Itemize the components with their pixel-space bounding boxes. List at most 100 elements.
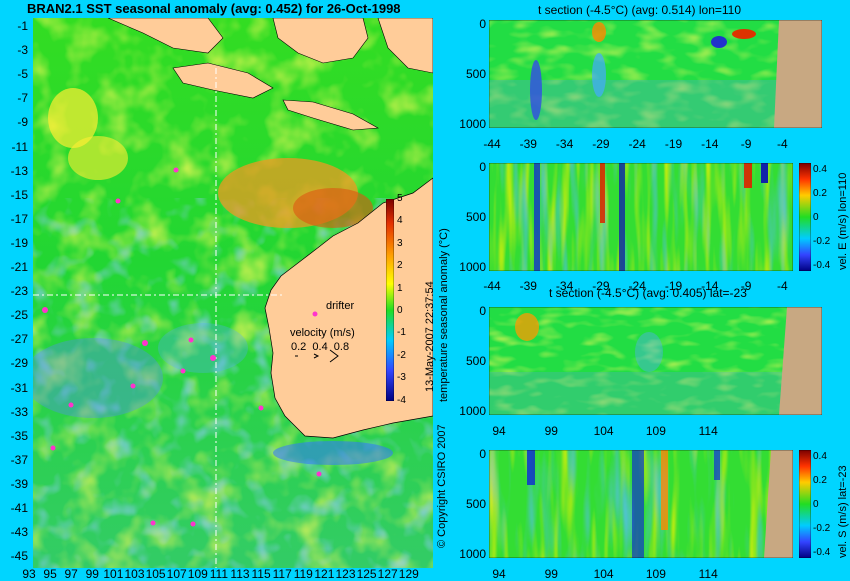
sst-anomaly-map[interactable] [33, 18, 433, 568]
lat-tick-label: -19 [664, 137, 683, 151]
drifter-marker[interactable] [316, 471, 322, 477]
drifter-marker[interactable] [142, 340, 148, 346]
drifter-marker[interactable] [180, 368, 186, 374]
depth-tick-label: 1000 [459, 117, 486, 131]
lat-tick-label: -9 [740, 137, 752, 151]
longitude-tick-label: 121 [314, 567, 335, 581]
panel2-velocity-east-section[interactable] [489, 163, 793, 271]
drifter-marker[interactable] [68, 402, 74, 408]
drifter-markers[interactable] [42, 167, 322, 527]
depth-tick-label: 500 [465, 67, 486, 81]
drifter-marker[interactable] [50, 445, 56, 451]
latitude-tick-label: -19 [10, 235, 28, 250]
sst-colorbar-tick: 3 [397, 237, 403, 249]
latitude-tick-label: -35 [10, 428, 28, 443]
panel2-colorbar-label: vel. E (m/s) lon=110 [837, 172, 849, 270]
latitude-tick-label: -13 [10, 163, 28, 178]
latitude-tick-label: -27 [10, 332, 28, 347]
timestamp-text: 13-May-2007 22:37:54 [424, 281, 436, 392]
latitude-tick-label: -41 [10, 501, 28, 515]
longitude-tick-label: 127 [377, 567, 398, 581]
panel1-temperature-section[interactable] [489, 20, 822, 128]
depth-tick-label: 0 [479, 447, 486, 461]
velocity-colorbar-tick: 0 [813, 499, 819, 510]
velocity-legend-values: 0.2 0.4 0.8 [291, 341, 350, 353]
velocity-colorbar-tick: -0.2 [813, 523, 831, 534]
lat-tick-label: -29 [592, 137, 610, 151]
drifter-legend-marker [312, 311, 318, 317]
drifter-marker[interactable] [173, 167, 179, 173]
drifter-marker[interactable] [210, 355, 216, 361]
latitude-tick-label: -21 [10, 260, 28, 274]
panel4-colorbar-label: vel. S (m/s) lat=-23 [837, 465, 849, 558]
sst-colorbar-tick: -1 [397, 327, 406, 339]
drifter-marker[interactable] [115, 198, 121, 204]
longitude-tick-label: 105 [145, 567, 166, 581]
lon-tick-label: 114 [698, 567, 718, 581]
depth-tick-label: 500 [465, 210, 486, 224]
depth-tick-label: 500 [465, 354, 486, 368]
lat-tick-label: -34 [555, 137, 574, 151]
longitude-tick-label: 119 [293, 567, 313, 581]
latitude-tick-label: -1 [17, 19, 28, 33]
lon-tick-label: 109 [645, 424, 666, 438]
latitude-tick-label: -3 [17, 43, 28, 58]
lat-tick-label: -39 [519, 137, 537, 151]
velocity-colorbar-tick: 0.4 [813, 451, 827, 462]
panel3-title: t section (-4.5°C) (avg: 0.405) lat=-23 [549, 286, 747, 300]
sst-colorbar-tick: -2 [397, 349, 406, 361]
lat-tick-label: -4 [777, 279, 788, 293]
latitude-tick-label: -17 [10, 211, 28, 226]
longitude-tick-label: 123 [335, 567, 356, 581]
drifter-marker[interactable] [130, 383, 136, 389]
depth-tick-label: 0 [479, 304, 486, 318]
velocity-legend-arrows [295, 349, 339, 363]
longitude-tick-label: 93 [22, 567, 36, 581]
sulawesi-land [377, 18, 433, 74]
sst-colorbar-tick: -3 [397, 372, 406, 384]
longitude-tick-label: 99 [85, 567, 99, 581]
lat-tick-label: -14 [701, 279, 719, 293]
panel4-colorbar [799, 450, 811, 558]
latitude-tick-label: -43 [10, 525, 28, 540]
velocity-colorbar-tick: 0.2 [813, 475, 827, 486]
lat-tick-label: -24 [628, 279, 646, 293]
longitude-tick-label: 103 [124, 567, 145, 581]
panel4-velocity-south-section[interactable] [489, 450, 793, 558]
drifter-marker[interactable] [150, 520, 156, 526]
latitude-tick-label: -7 [17, 91, 28, 106]
lat-tick-label: -34 [555, 279, 574, 293]
sst-colorbar-tick: 4 [397, 215, 403, 227]
latitude-tick-label: -29 [10, 356, 28, 371]
lesser-sunda-land [282, 99, 380, 131]
panel2-colorbar [799, 163, 811, 271]
warm-patch [48, 88, 98, 148]
latitude-tick-label: -37 [10, 452, 28, 467]
lon-tick-label: 94 [492, 424, 506, 438]
velocity-legend-title: velocity (m/s) [290, 327, 355, 339]
sst-colorbar-tick: 2 [397, 260, 403, 272]
drifter-marker[interactable] [188, 337, 194, 343]
drifter-marker[interactable] [42, 307, 48, 313]
depth-tick-label: 1000 [459, 404, 486, 418]
drifter-marker[interactable] [190, 521, 196, 527]
longitude-tick-label: 107 [166, 567, 187, 581]
panel1-title: t section (-4.5°C) (avg: 0.514) lon=110 [538, 3, 742, 17]
latitude-tick-label: -31 [10, 380, 28, 395]
copyright-text: © Copyright CSIRO 2007 [436, 424, 448, 548]
depth-tick-label: 0 [479, 17, 486, 31]
depth-tick-label: 1000 [459, 547, 486, 561]
cool-patch [158, 323, 248, 373]
latitude-tick-label: -25 [10, 308, 28, 323]
lat-tick-label: -39 [519, 279, 537, 293]
longitude-tick-label: 97 [64, 567, 78, 581]
velocity-colorbar-tick: 0.2 [813, 188, 827, 199]
panel3-temperature-section[interactable] [489, 307, 822, 415]
drifter-marker[interactable] [258, 405, 264, 411]
lat-tick-label: -24 [628, 137, 646, 151]
latitude-tick-label: -5 [17, 67, 28, 82]
latitude-tick-label: -33 [10, 404, 28, 419]
velocity-colorbar-tick: -0.2 [813, 236, 831, 247]
longitude-tick-label: 111 [209, 567, 229, 581]
depth-tick-label: 0 [479, 160, 486, 174]
